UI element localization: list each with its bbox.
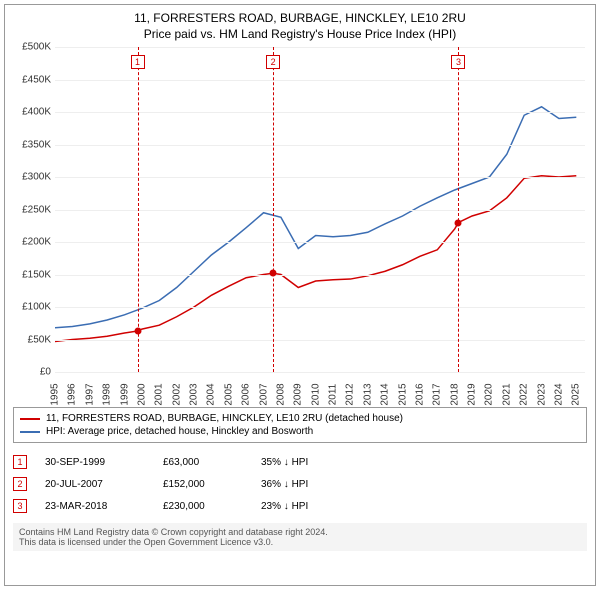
x-tick-label: 2023 (536, 380, 547, 410)
x-tick-label: 2024 (553, 380, 564, 410)
x-tick-label: 2022 (519, 380, 530, 410)
x-tick-label: 2003 (189, 380, 200, 410)
event-badge: 2 (13, 477, 27, 491)
event-delta: 36% ↓ HPI (261, 479, 341, 490)
event-delta: 35% ↓ HPI (261, 457, 341, 468)
x-tick-label: 2009 (293, 380, 304, 410)
event-delta: 23% ↓ HPI (261, 501, 341, 512)
x-tick-label: 2021 (501, 380, 512, 410)
y-tick-label: £500K (5, 42, 51, 53)
x-tick-label: 2004 (206, 380, 217, 410)
footer: Contains HM Land Registry data © Crown c… (13, 523, 587, 551)
legend-label: HPI: Average price, detached house, Hinc… (46, 426, 313, 437)
x-tick-label: 2025 (571, 380, 582, 410)
footer-line: This data is licensed under the Open Gov… (19, 537, 581, 547)
x-tick-label: 2002 (171, 380, 182, 410)
y-tick-label: £50K (5, 334, 51, 345)
y-tick-label: £350K (5, 139, 51, 150)
y-tick-label: £150K (5, 269, 51, 280)
x-tick-label: 1998 (102, 380, 113, 410)
y-tick-label: £100K (5, 302, 51, 313)
y-tick-label: £300K (5, 172, 51, 183)
x-tick-label: 1995 (50, 380, 61, 410)
event-price: £63,000 (163, 457, 243, 468)
x-tick-label: 1999 (119, 380, 130, 410)
event-badge: 1 (13, 455, 27, 469)
y-tick-label: £400K (5, 107, 51, 118)
event-row: 2 20-JUL-2007 £152,000 36% ↓ HPI (13, 473, 587, 495)
x-tick-label: 2010 (310, 380, 321, 410)
x-tick-label: 2018 (449, 380, 460, 410)
legend-row: 11, FORRESTERS ROAD, BURBAGE, HINCKLEY, … (20, 412, 580, 425)
marker-dot (455, 219, 462, 226)
marker-line (458, 47, 459, 372)
marker-badge: 2 (266, 55, 280, 69)
y-tick-label: £450K (5, 74, 51, 85)
series-property (55, 176, 576, 342)
x-tick-label: 2008 (275, 380, 286, 410)
event-row: 1 30-SEP-1999 £63,000 35% ↓ HPI (13, 451, 587, 473)
marker-badge: 1 (131, 55, 145, 69)
x-tick-label: 2012 (345, 380, 356, 410)
legend-label: 11, FORRESTERS ROAD, BURBAGE, HINCKLEY, … (46, 413, 403, 424)
x-tick-label: 2020 (484, 380, 495, 410)
series-hpi (55, 107, 576, 328)
x-tick-label: 2006 (241, 380, 252, 410)
footer-line: Contains HM Land Registry data © Crown c… (19, 527, 581, 537)
x-tick-label: 2014 (380, 380, 391, 410)
y-tick-label: £0 (5, 367, 51, 378)
chart-subtitle: Price paid vs. HM Land Registry's House … (9, 27, 591, 41)
x-tick-label: 2017 (432, 380, 443, 410)
x-tick-label: 1996 (67, 380, 78, 410)
x-tick-label: 2019 (467, 380, 478, 410)
x-tick-label: 2016 (414, 380, 425, 410)
events-table: 1 30-SEP-1999 £63,000 35% ↓ HPI 2 20-JUL-2007… (13, 451, 587, 517)
event-date: 30-SEP-1999 (45, 457, 145, 468)
x-tick-label: 2001 (154, 380, 165, 410)
marker-dot (270, 270, 277, 277)
chart-container: 11, FORRESTERS ROAD, BURBAGE, HINCKLEY, … (4, 4, 596, 586)
plot-area: £0£50K£100K£150K£200K£250K£300K£350K£400… (55, 47, 585, 373)
x-tick-label: 2007 (258, 380, 269, 410)
event-row: 3 23-MAR-2018 £230,000 23% ↓ HPI (13, 495, 587, 517)
legend-swatch (20, 418, 40, 420)
event-date: 20-JUL-2007 (45, 479, 145, 490)
legend-row: HPI: Average price, detached house, Hinc… (20, 425, 580, 438)
y-tick-label: £250K (5, 204, 51, 215)
marker-badge: 3 (451, 55, 465, 69)
event-price: £152,000 (163, 479, 243, 490)
chart-titles: 11, FORRESTERS ROAD, BURBAGE, HINCKLEY, … (5, 5, 595, 43)
x-tick-label: 2000 (136, 380, 147, 410)
y-tick-label: £200K (5, 237, 51, 248)
marker-line (273, 47, 274, 372)
chart-title: 11, FORRESTERS ROAD, BURBAGE, HINCKLEY, … (9, 11, 591, 25)
x-tick-label: 1997 (84, 380, 95, 410)
x-tick-label: 2011 (328, 380, 339, 410)
marker-dot (134, 328, 141, 335)
event-badge: 3 (13, 499, 27, 513)
x-tick-label: 2005 (223, 380, 234, 410)
plot-wrap: £0 £50K £100K £150K £200K £250K £300K £350K £400… (5, 43, 595, 403)
event-price: £230,000 (163, 501, 243, 512)
x-tick-label: 2013 (362, 380, 373, 410)
x-tick-label: 2015 (397, 380, 408, 410)
event-date: 23-MAR-2018 (45, 501, 145, 512)
marker-line (138, 47, 139, 372)
legend: 11, FORRESTERS ROAD, BURBAGE, HINCKLEY, … (13, 407, 587, 443)
legend-swatch (20, 431, 40, 433)
